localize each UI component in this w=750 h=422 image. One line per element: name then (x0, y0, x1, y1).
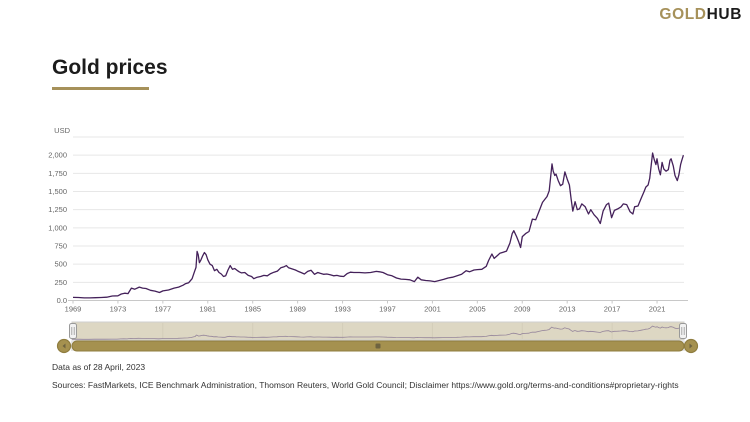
navigator-mask[interactable] (71, 321, 685, 341)
x-tick-label: 2021 (649, 305, 666, 314)
page-title: Gold prices (52, 56, 168, 79)
navigator-series-line (72, 325, 684, 340)
scrollbar-thumb-grip (375, 343, 381, 349)
y-tick-label: 750 (54, 242, 67, 251)
y-tick-label: 2,000 (48, 151, 67, 160)
logo-hub-text: HUB (706, 6, 742, 23)
x-tick-label: 1985 (244, 305, 261, 314)
sources-text: Sources: FastMarkets, ICE Benchmark Admi… (52, 380, 679, 390)
data-as-of-text: Data as of 28 April, 2023 (52, 362, 146, 372)
scrollbar-right-button-arrow-icon (689, 343, 693, 349)
x-tick-label: 2009 (514, 305, 531, 314)
goldhub-logo: GOLDHUB (659, 6, 742, 24)
y-axis-unit-label: USD (54, 126, 70, 135)
x-tick-label: 1973 (110, 305, 127, 314)
y-tick-label: 1,750 (48, 169, 67, 178)
x-tick-label: 2013 (559, 305, 576, 314)
title-underline (52, 87, 149, 90)
y-tick-label: 0.0 (57, 296, 67, 305)
x-tick-label: 1977 (155, 305, 172, 314)
navigator-left-handle[interactable] (69, 323, 77, 339)
y-tick-label: 1,500 (48, 187, 67, 196)
x-tick-label: 2005 (469, 305, 486, 314)
logo-gold-text: GOLD (659, 6, 707, 23)
y-tick-label: 250 (54, 278, 67, 287)
y-tick-label: 1,250 (48, 205, 67, 214)
x-tick-label: 1993 (334, 305, 351, 314)
x-tick-label: 2001 (424, 305, 441, 314)
navigator-right-handle[interactable] (679, 323, 687, 339)
gold-price-series-line[interactable] (72, 152, 685, 299)
x-tick-label: 1997 (379, 305, 396, 314)
y-tick-label: 500 (54, 260, 67, 269)
scrollbar-left-button-arrow-icon (62, 343, 66, 349)
x-tick-label: 1969 (65, 305, 82, 314)
x-tick-label: 1981 (199, 305, 216, 314)
x-tick-label: 1989 (289, 305, 306, 314)
y-tick-label: 1,000 (48, 223, 67, 232)
x-tick-label: 2017 (604, 305, 621, 314)
